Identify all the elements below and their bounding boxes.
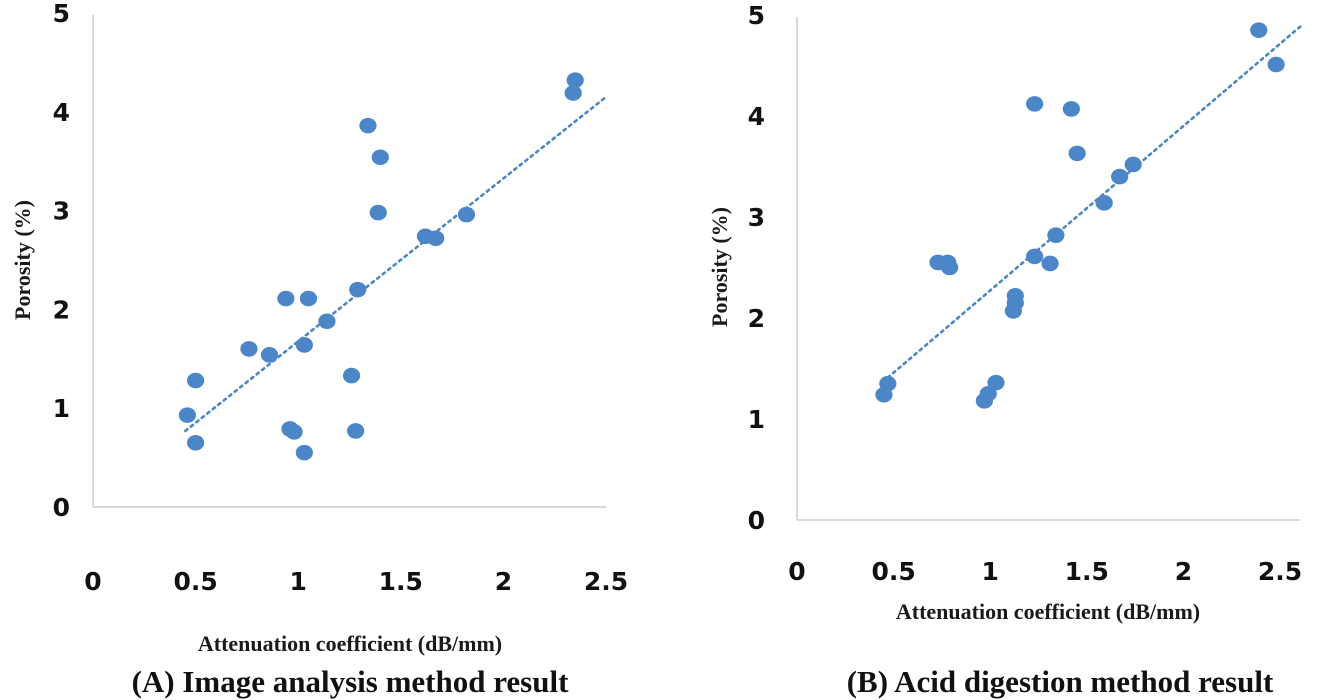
- chart-b-data-point: [1250, 22, 1268, 38]
- chart-a-y-tick-label: 5: [53, 0, 70, 28]
- chart-b-x-tick-label: 0.5: [871, 557, 915, 586]
- chart-a-x-axis-title: Attenuation coefficient (dB/mm): [198, 631, 502, 656]
- chart-b-y-axis-title: Porosity (%): [707, 207, 732, 327]
- chart-a-caption: (A) Image analysis method result: [132, 664, 570, 699]
- chart-panel-b: 0 1 2 3 4 5 0 0.5 1 1.5 2 2.5 Attenuation coeffici…: [707, 1, 1305, 699]
- chart-panel-a: 0 1 2 3 4 5 0 0.5 1 1.5 2 2.5 Attenuation coeffici…: [10, 0, 628, 699]
- chart-b-x-tick-label: 0: [788, 557, 805, 586]
- chart-a-data-point: [285, 424, 303, 440]
- chart-b-data-point: [1047, 227, 1065, 243]
- chart-b-x-tick-label: 1.5: [1065, 557, 1109, 586]
- chart-a-data-point: [260, 347, 279, 363]
- chart-b-data-point: [1026, 248, 1044, 265]
- chart-a-y-tick-label: 1: [53, 394, 70, 423]
- chart-a-x-tick-label: 1: [289, 567, 306, 596]
- chart-b-data-point: [1026, 96, 1044, 112]
- chart-a-data-point: [427, 230, 445, 247]
- chart-a-data-point: [318, 313, 336, 330]
- chart-a-x-tick-label: 2: [495, 567, 512, 596]
- chart-a-data-point: [347, 423, 365, 439]
- chart-b-y-tick-label: 2: [748, 304, 765, 333]
- chart-a-axes: [92, 15, 606, 508]
- chart-a-y-tick-label: 2: [53, 295, 70, 324]
- chart-a-y-tick-label: 0: [53, 493, 70, 522]
- chart-a-data-point: [178, 407, 196, 423]
- chart-b-data-point: [1095, 195, 1113, 211]
- chart-a-data-point: [564, 85, 582, 101]
- chart-b-x-tick-label: 2.5: [1258, 557, 1302, 586]
- chart-a-x-tick-label: 0: [84, 567, 101, 596]
- chart-b-data-point: [1124, 156, 1142, 173]
- chart-a-x-tick-label: 1.5: [379, 567, 423, 596]
- chart-b-data-point: [1267, 56, 1285, 73]
- chart-a-trendline: [184, 95, 608, 433]
- chart-a-data-point: [295, 444, 313, 461]
- chart-a-data-point: [187, 434, 205, 451]
- chart-a-data-point: [359, 117, 377, 134]
- chart-a-data-point: [369, 204, 387, 221]
- chart-b-x-tick-label: 2: [1175, 557, 1192, 586]
- chart-b-y-tick-label: 4: [748, 102, 765, 131]
- chart-a-data-point: [371, 149, 389, 166]
- chart-b-data-point: [1068, 145, 1086, 162]
- chart-b-y-tick-label: 3: [748, 203, 765, 232]
- chart-a-y-tick-label: 3: [53, 197, 70, 226]
- chart-a-y-tick-labels: 0 1 2 3 4 5: [53, 0, 70, 522]
- chart-a-data-point: [277, 290, 295, 307]
- chart-b-y-tick-label: 5: [748, 1, 765, 30]
- chart-a-x-tick-label: 2.5: [584, 567, 628, 596]
- chart-a-data-point: [349, 281, 367, 298]
- chart-a-data-point: [299, 290, 318, 307]
- chart-b-caption: (B) Acid digestion method result: [847, 664, 1274, 699]
- chart-b-data-point: [1041, 255, 1059, 272]
- chart-a-x-tick-label: 0.5: [173, 567, 217, 596]
- chart-b-points: [875, 22, 1285, 409]
- chart-b-x-tick-labels: 0 0.5 1 1.5 2 2.5: [788, 557, 1302, 586]
- chart-a-data-point: [457, 206, 476, 223]
- chart-b-data-point: [987, 374, 1005, 391]
- chart-a-data-point: [295, 337, 313, 353]
- chart-b-x-axis-title: Attenuation coefficient (dB/mm): [896, 599, 1200, 624]
- chart-b-data-point: [979, 385, 997, 402]
- chart-a-x-tick-labels: 0 0.5 1 1.5 2 2.5: [84, 567, 628, 596]
- chart-a-y-axis-title: Porosity (%): [10, 200, 35, 320]
- chart-b-data-point: [1006, 287, 1024, 304]
- chart-b-axes: [796, 17, 1300, 521]
- chart-b-data-point: [941, 259, 959, 276]
- chart-b-y-tick-labels: 0 1 2 3 4 5: [748, 1, 765, 535]
- chart-a-data-point: [187, 372, 205, 389]
- chart-b-y-tick-label: 1: [748, 405, 765, 434]
- chart-b-data-point: [1111, 168, 1129, 185]
- chart-b-data-point: [879, 375, 897, 392]
- chart-b-x-tick-label: 1: [981, 557, 998, 586]
- chart-a-data-point: [240, 341, 258, 357]
- chart-a-data-point: [566, 72, 584, 88]
- chart-b-y-tick-label: 0: [748, 506, 765, 535]
- chart-a-points: [178, 72, 584, 461]
- chart-a-data-point: [342, 367, 361, 384]
- chart-b-data-point: [1062, 101, 1080, 117]
- chart-b-trendline: [886, 22, 1305, 379]
- chart-a-y-tick-label: 4: [53, 98, 70, 127]
